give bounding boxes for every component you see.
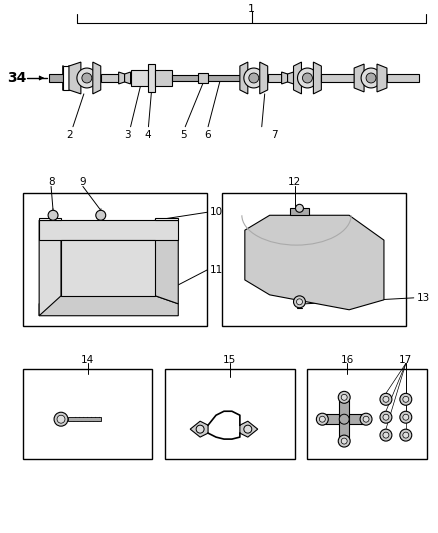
Text: 5: 5 xyxy=(180,130,187,140)
Polygon shape xyxy=(49,74,63,82)
Polygon shape xyxy=(155,218,178,220)
Polygon shape xyxy=(293,62,301,94)
Polygon shape xyxy=(322,414,366,424)
Text: 2: 2 xyxy=(67,130,73,140)
Polygon shape xyxy=(155,220,178,304)
Circle shape xyxy=(303,73,312,83)
Circle shape xyxy=(361,68,381,88)
Polygon shape xyxy=(387,74,419,82)
Polygon shape xyxy=(39,220,178,240)
Circle shape xyxy=(57,415,65,423)
Circle shape xyxy=(383,432,389,438)
Polygon shape xyxy=(314,62,321,94)
Polygon shape xyxy=(290,208,309,215)
Bar xyxy=(307,369,427,459)
Polygon shape xyxy=(63,66,69,90)
Circle shape xyxy=(341,438,347,444)
Circle shape xyxy=(244,68,264,88)
Circle shape xyxy=(249,73,259,83)
Polygon shape xyxy=(240,62,248,94)
Polygon shape xyxy=(61,240,155,296)
Text: 11: 11 xyxy=(210,265,223,275)
Circle shape xyxy=(196,425,204,433)
Circle shape xyxy=(54,412,68,426)
Circle shape xyxy=(297,68,318,88)
Polygon shape xyxy=(155,70,172,86)
Polygon shape xyxy=(321,74,354,82)
Circle shape xyxy=(82,73,92,83)
Polygon shape xyxy=(339,397,349,441)
Polygon shape xyxy=(288,72,293,84)
Polygon shape xyxy=(354,64,364,92)
Circle shape xyxy=(77,68,97,88)
Polygon shape xyxy=(101,74,119,82)
Circle shape xyxy=(400,429,412,441)
Circle shape xyxy=(296,204,304,212)
Polygon shape xyxy=(245,215,384,310)
Circle shape xyxy=(383,397,389,402)
Polygon shape xyxy=(124,72,131,84)
Polygon shape xyxy=(172,75,240,81)
Polygon shape xyxy=(268,74,282,82)
Text: 4: 4 xyxy=(144,130,151,140)
Circle shape xyxy=(403,414,409,420)
Text: 6: 6 xyxy=(204,130,210,140)
Circle shape xyxy=(319,416,325,422)
Circle shape xyxy=(341,394,347,400)
Circle shape xyxy=(380,429,392,441)
Polygon shape xyxy=(39,296,178,316)
Text: 17: 17 xyxy=(399,354,413,365)
Polygon shape xyxy=(39,220,61,316)
Text: 14: 14 xyxy=(81,354,95,365)
Polygon shape xyxy=(93,62,101,94)
Text: 13: 13 xyxy=(417,293,430,303)
Polygon shape xyxy=(69,62,81,94)
Circle shape xyxy=(316,413,328,425)
Polygon shape xyxy=(148,64,155,92)
Polygon shape xyxy=(260,62,268,94)
Polygon shape xyxy=(377,64,387,92)
Text: 9: 9 xyxy=(80,177,86,188)
Polygon shape xyxy=(131,70,148,86)
Circle shape xyxy=(48,211,58,220)
Text: 16: 16 xyxy=(341,354,354,365)
Bar xyxy=(23,369,152,459)
Polygon shape xyxy=(119,72,124,84)
Text: 15: 15 xyxy=(223,354,237,365)
Polygon shape xyxy=(39,218,61,220)
Text: 12: 12 xyxy=(288,177,301,188)
Circle shape xyxy=(403,397,409,402)
Circle shape xyxy=(339,414,349,424)
Bar xyxy=(165,369,294,459)
Circle shape xyxy=(403,432,409,438)
Text: 1: 1 xyxy=(248,4,255,14)
Polygon shape xyxy=(68,417,101,421)
Circle shape xyxy=(400,393,412,405)
Circle shape xyxy=(400,411,412,423)
Circle shape xyxy=(380,411,392,423)
Circle shape xyxy=(363,416,369,422)
Polygon shape xyxy=(198,73,208,83)
Polygon shape xyxy=(240,421,258,437)
Text: 7: 7 xyxy=(271,130,278,140)
Text: 8: 8 xyxy=(48,177,54,188)
Bar xyxy=(222,193,406,326)
Text: 34: 34 xyxy=(7,71,27,85)
Text: 3: 3 xyxy=(124,130,131,140)
Text: 10: 10 xyxy=(210,207,223,217)
Circle shape xyxy=(360,413,372,425)
Circle shape xyxy=(338,391,350,403)
Circle shape xyxy=(297,299,303,305)
Circle shape xyxy=(366,73,376,83)
Circle shape xyxy=(383,414,389,420)
Circle shape xyxy=(293,296,305,308)
Circle shape xyxy=(96,211,106,220)
Bar xyxy=(23,193,207,326)
Circle shape xyxy=(244,425,252,433)
Circle shape xyxy=(380,393,392,405)
Polygon shape xyxy=(190,421,208,437)
Circle shape xyxy=(338,435,350,447)
Polygon shape xyxy=(282,72,288,84)
